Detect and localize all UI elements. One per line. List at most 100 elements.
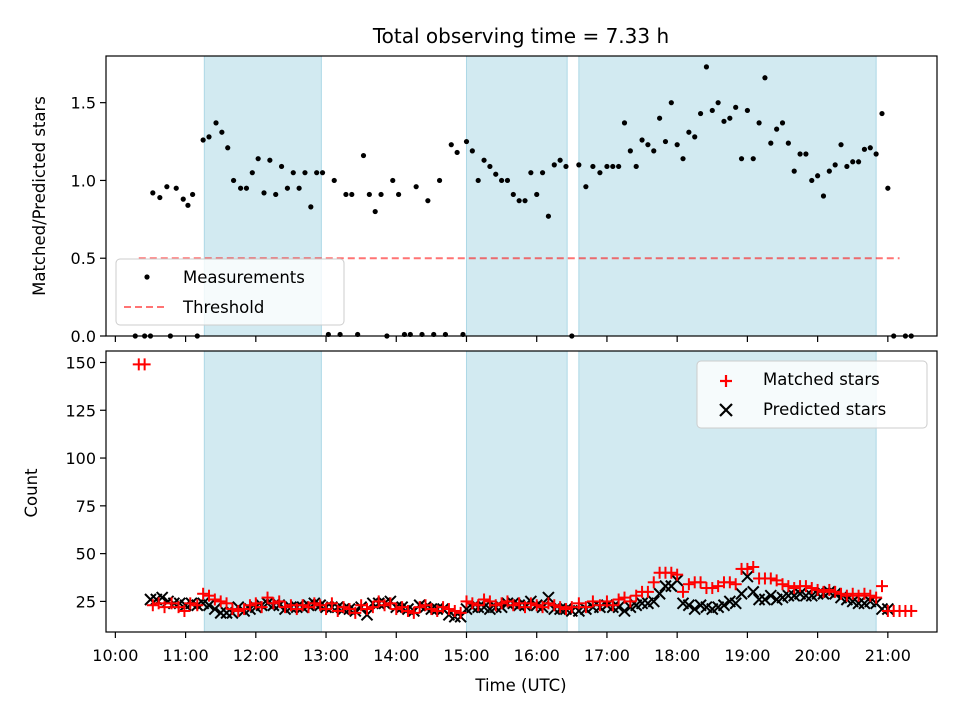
predicted-point — [647, 595, 660, 608]
matched-point — [401, 604, 414, 617]
matched-point — [243, 599, 256, 612]
x-tick-label: 21:00 — [865, 646, 911, 665]
legend-measurements-marker — [144, 274, 150, 280]
measurement-point — [820, 193, 827, 199]
measurement-point — [349, 191, 355, 198]
predicted-point — [764, 589, 778, 602]
measurement-point — [319, 170, 326, 176]
matched-point — [530, 599, 543, 612]
matched-point — [548, 599, 561, 612]
measurement-point — [150, 190, 156, 196]
predicted-point — [735, 587, 748, 600]
matched-point — [729, 578, 742, 591]
top-legend: Measurements Threshold — [115, 258, 345, 326]
matched-point — [811, 583, 824, 596]
measurement-point — [510, 191, 516, 198]
measurement-point — [481, 157, 487, 163]
measurement-point — [703, 64, 710, 70]
measurement-point — [230, 177, 237, 184]
measurement-point — [633, 163, 639, 170]
measurement-point — [744, 107, 750, 114]
x-tick-label: 12:00 — [233, 646, 279, 665]
matched-point — [840, 589, 853, 602]
measurement-point — [164, 184, 170, 190]
measurement-point — [213, 120, 219, 126]
matched-point — [858, 587, 871, 600]
matched-point — [378, 599, 391, 612]
predicted-point — [747, 585, 760, 599]
matched-point — [864, 589, 877, 602]
measurement-point — [180, 196, 186, 202]
matched-point — [741, 562, 754, 575]
top-y-tick-label: 1.5 — [71, 94, 96, 113]
measurement-point — [225, 145, 231, 151]
x-tick-label: 20:00 — [795, 646, 841, 665]
matched-point — [460, 595, 473, 608]
matched-point — [723, 576, 736, 589]
x-tick-label: 10:00 — [92, 646, 138, 665]
measurement-point — [627, 148, 633, 154]
measurement-point — [597, 170, 603, 176]
matched-point — [191, 599, 204, 612]
measurement-point — [785, 140, 791, 146]
x-tick-label: 16:00 — [514, 646, 560, 665]
matched-point — [554, 601, 567, 614]
bottom-legend-box — [696, 360, 928, 429]
matched-point — [448, 604, 461, 617]
matched-point — [208, 593, 221, 606]
measurement-point — [206, 134, 212, 140]
legend-predicted-label: Predicted stars — [763, 400, 886, 419]
measurement-point — [413, 184, 419, 190]
top-y-tick-label: 1.0 — [71, 171, 96, 190]
measurement-point — [219, 129, 225, 135]
matched-point — [158, 601, 171, 614]
matched-point — [232, 604, 245, 617]
matched-point — [682, 578, 695, 591]
x-tick-label: 11:00 — [163, 646, 209, 665]
measurement-point — [668, 100, 674, 106]
measurement-point — [243, 185, 250, 191]
predicted-point — [682, 599, 696, 612]
matched-point — [478, 593, 491, 606]
matched-point — [279, 601, 292, 614]
legend-threshold-label: Threshold — [182, 298, 264, 317]
matched-point — [835, 587, 848, 600]
count-series — [132, 358, 918, 623]
measurement-point — [539, 170, 546, 176]
measurement-point — [551, 162, 557, 168]
measurement-point — [590, 163, 596, 170]
matched-point — [870, 591, 883, 604]
matched-point — [565, 601, 578, 614]
matched-point — [255, 601, 268, 614]
matched-point — [586, 595, 599, 608]
measurement-point — [255, 156, 261, 162]
matched-point — [178, 604, 191, 617]
x-axis-label: Time (UTC) — [474, 676, 566, 695]
matched-point — [472, 599, 485, 612]
matched-point — [782, 580, 795, 593]
legend-matched-marker — [720, 375, 732, 387]
predicted-point — [875, 602, 889, 616]
measurement-point — [850, 159, 856, 165]
matched-point — [612, 593, 625, 606]
measurement-point — [190, 191, 196, 198]
measurement-point — [715, 100, 721, 106]
matched-point — [817, 585, 830, 598]
measurement-point — [576, 162, 582, 168]
measurement-point — [826, 168, 832, 174]
measurement-point — [674, 142, 680, 148]
matched-point — [165, 597, 178, 610]
measurement-point — [273, 191, 279, 198]
x-tick-label: 17:00 — [584, 646, 630, 665]
measurement-point — [261, 190, 267, 196]
matched-point — [624, 595, 637, 608]
predicted-point — [202, 599, 216, 612]
measurement-point — [756, 120, 762, 126]
predicted-point — [618, 604, 631, 618]
matched-point — [226, 603, 239, 616]
matched-point — [829, 585, 842, 598]
matched-point — [905, 604, 918, 617]
bottom-y-tick-label: 125 — [65, 401, 96, 420]
predicted-point — [752, 593, 766, 606]
measurement-point — [583, 184, 589, 190]
